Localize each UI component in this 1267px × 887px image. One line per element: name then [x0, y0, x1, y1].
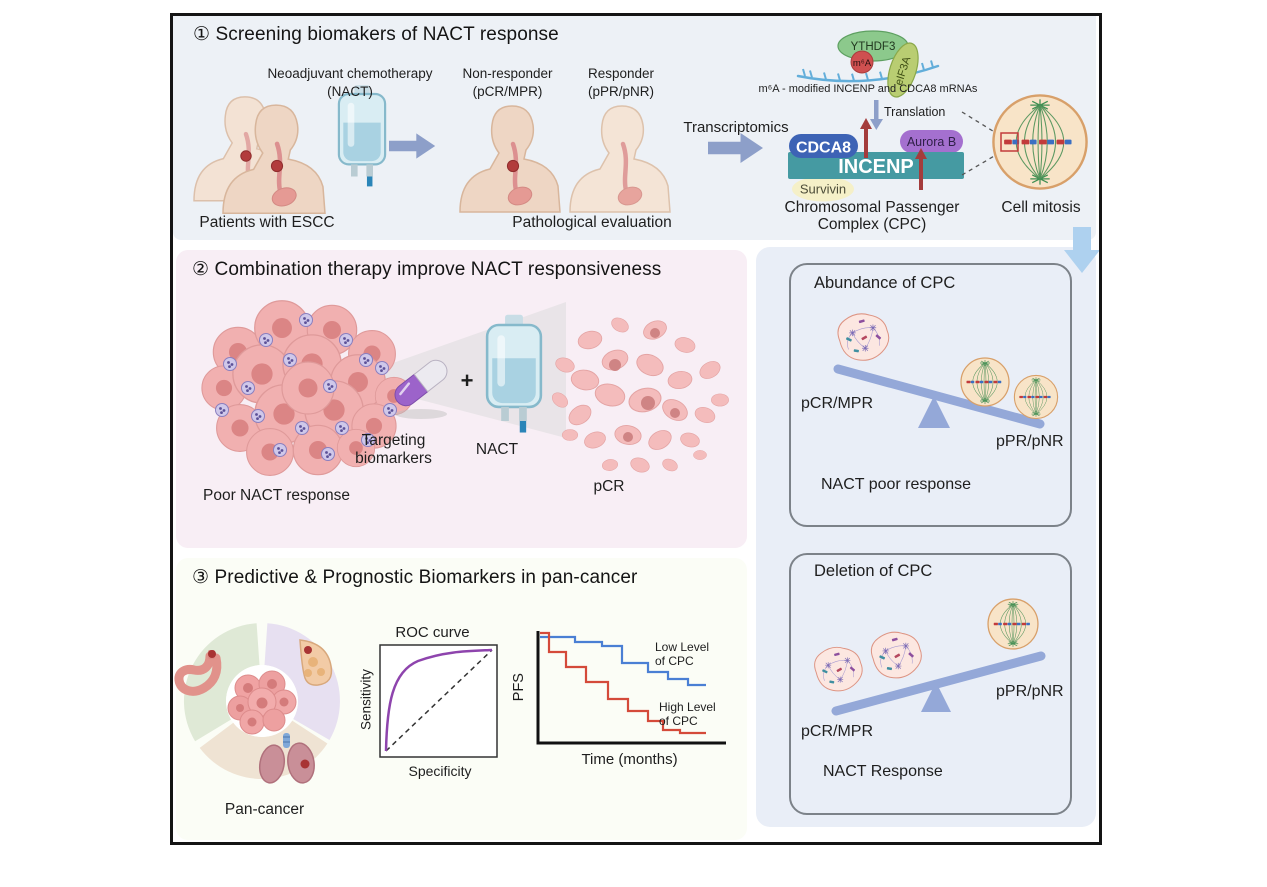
pcr-tumor	[549, 314, 729, 475]
km-high-label-2: of CPC	[659, 714, 698, 728]
nact-label-1: Neoadjuvant chemotherapy	[267, 66, 433, 81]
cdca8-label: CDCA8	[796, 140, 851, 157]
translation-arrow-icon	[870, 100, 883, 130]
non-responder-label-1: Non-responder	[462, 66, 553, 81]
roc-title: ROC curve	[395, 624, 470, 641]
km-low-label-1: Low Level	[655, 640, 710, 654]
m6a-mrna-illustration	[796, 30, 940, 98]
deletion-right-label: pPR/pNR	[996, 683, 1064, 700]
patients-escc-label: Patients with ESCC	[199, 214, 335, 231]
km-low-line	[540, 635, 706, 687]
abundance-panel-border	[789, 263, 1072, 527]
non-responder-figure	[459, 105, 561, 213]
roc-plot	[379, 644, 498, 758]
aurora-b-label: Aurora B	[907, 135, 956, 149]
abundance-right-label: pPR/pNR	[996, 433, 1064, 450]
cell-mitosis-label: Cell mitosis	[1001, 199, 1081, 216]
km-plot	[536, 631, 726, 745]
pathological-evaluation-label: Pathological evaluation	[512, 214, 672, 231]
chromosome-highlight-box	[1000, 132, 1019, 152]
nact-label-2: (NACT)	[327, 84, 373, 99]
m6a-label: m⁶A	[853, 58, 872, 69]
targeting-drug-capsule	[394, 359, 448, 407]
km-ylabel: PFS	[510, 673, 527, 702]
panel3-title: ③ Predictive & Prognostic Biomarkers in …	[192, 567, 638, 588]
lungs-icon	[258, 733, 315, 784]
abundance-left-label: pCR/MPR	[801, 395, 874, 412]
pan-cancer-label: Pan-cancer	[224, 801, 305, 818]
non-responder-label-2: (pCR/MPR)	[472, 84, 543, 99]
mrna-caption: m⁶A - modified INCENP and CDCA8 mRNAs	[758, 83, 978, 95]
right-column-bg	[756, 247, 1096, 827]
transcriptomics-arrow-icon	[708, 133, 763, 163]
cpc-caption-2: Complex (CPC)	[817, 216, 927, 233]
translation-label: Translation	[884, 105, 946, 119]
capsule-shadow	[395, 409, 447, 419]
abundance-seesaw	[833, 313, 1059, 429]
survivin-label: Survivin	[800, 182, 846, 197]
km-high-line	[540, 631, 706, 735]
roc-xlabel: Specificity	[408, 763, 472, 779]
incenp-label: INCENP	[838, 156, 914, 178]
abundance-caption: NACT poor response	[821, 476, 971, 493]
upregulation-arrows	[860, 118, 927, 190]
km-xlabel: Time (months)	[581, 751, 678, 768]
targeting-label-2: biomarkers	[355, 450, 432, 467]
down-arrow-icon	[1064, 227, 1100, 273]
cpc-caption-1: Chromosomal Passenger	[784, 199, 960, 216]
responder-label-1: Responder	[587, 66, 655, 81]
poor-nact-response-label: Poor NACT response	[202, 487, 351, 504]
pan-cancer-donut	[174, 623, 340, 784]
responder-figure	[569, 105, 671, 213]
cell-mitosis-icon	[992, 94, 1088, 190]
ythdf3-label: YTHDF3	[851, 41, 896, 53]
flow-arrow-icon	[389, 133, 436, 159]
km-low-label-2: of CPC	[655, 654, 694, 668]
roc-ylabel: Sensitivity	[358, 669, 374, 730]
plus-sign: +	[460, 368, 474, 393]
stomach-icon	[174, 650, 222, 696]
km-high-label-1: High Level	[659, 700, 716, 714]
pcr-label: pCR	[593, 478, 625, 495]
panel1-title: ① Screening biomakers of NACT response	[193, 24, 559, 45]
panel2-title: ② Combination therapy improve NACT respo…	[192, 259, 662, 280]
targeting-label-1: Targeting	[361, 432, 426, 449]
breast-icon	[299, 639, 333, 686]
responder-label-2: (pPR/pNR)	[587, 84, 654, 99]
nact2-label: NACT	[475, 441, 519, 458]
deletion-title: Deletion of CPC	[814, 562, 933, 580]
deletion-caption: NACT Response	[823, 763, 943, 780]
patients-with-escc-figure	[193, 96, 326, 215]
transcriptomics-label: Transcriptomics	[683, 119, 789, 136]
nact-iv-bag-icon	[337, 84, 387, 188]
abundance-title: Abundance of CPC	[814, 274, 956, 292]
illustrations: YTHDF3 m⁶A eIF3A INCENP CDCA8 Aurora B S…	[174, 30, 1100, 784]
deletion-seesaw	[814, 598, 1046, 716]
deletion-left-label: pCR/MPR	[801, 723, 874, 740]
deletion-panel-border	[789, 553, 1072, 815]
